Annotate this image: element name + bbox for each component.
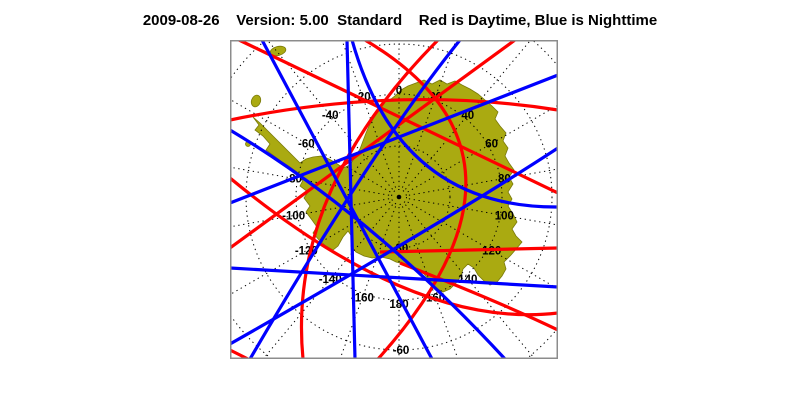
daytime-track [238,40,558,195]
polar-map-plot: 0 20 40 60 80 100 120 140 160 180 -160 -140 -120 -100… [230,40,558,359]
daytime-track [230,40,516,250]
latitude-circle [347,145,451,249]
longitude-label: 120 [482,246,501,258]
plot-title: 2009-08-26 Version: 5.00 Standard Red is… [142,12,658,29]
latitude-circle [295,93,503,301]
longitude-label: -60 [298,139,315,151]
daytime-track [399,261,558,332]
longitude-label: -160 [351,293,374,305]
map-content: 020406080100120140160180-160-140-120-100… [230,40,558,359]
nighttime-track [345,40,357,359]
nighttime-track [248,40,462,359]
daytime-track [379,246,558,254]
daytime-track [364,40,468,359]
map-svg: 020406080100120140160180-160-140-120-100… [230,40,558,359]
nighttime-track [230,73,558,205]
nighttime-track [230,146,558,346]
daytime-track [230,176,558,317]
south-pole-dot [396,194,402,200]
longitude-label: -40 [322,110,339,122]
island [250,94,262,108]
longitude-label: 60 [485,139,498,151]
longitude-label: 0 [396,85,402,97]
latitude-label: -60 [393,345,410,357]
nighttime-track [230,128,507,359]
plot-frame [230,40,558,359]
nighttime-track [230,266,558,289]
daytime-track [230,97,558,122]
longitude-label: -100 [282,211,305,223]
nighttime-track [350,40,558,209]
longitude-label: 100 [495,211,514,223]
pole-ring [391,189,407,205]
